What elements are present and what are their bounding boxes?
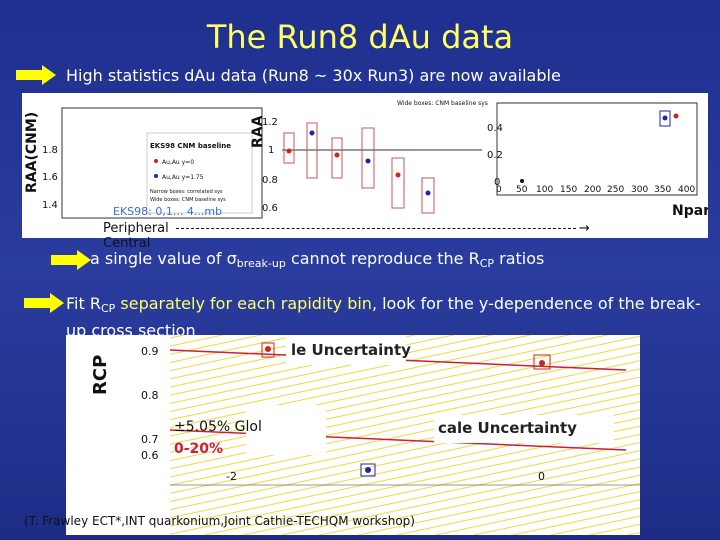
svg-text:Au,Au y=1.75: Au,Au y=1.75 <box>162 174 204 181</box>
credit-footnote: (T. Frawley ECT*,INT quarkonium,Joint Ca… <box>24 514 415 528</box>
svg-text:Wide boxes: CNM baseline sys: Wide boxes: CNM baseline sys <box>150 197 226 203</box>
svg-text:200: 200 <box>584 185 601 195</box>
svg-text:EKS98 CNM baseline: EKS98 CNM baseline <box>150 142 231 150</box>
svg-text:0.4: 0.4 <box>487 123 503 134</box>
svg-text:0: 0 <box>494 177 500 188</box>
svg-text:RAA: RAA <box>250 115 266 148</box>
svg-text:150: 150 <box>560 185 577 195</box>
arrow-bullet-icon <box>24 293 64 313</box>
svg-text:1: 1 <box>268 145 274 156</box>
svg-text:Npart: Npart <box>672 203 708 219</box>
dashed-arrow <box>175 228 576 229</box>
svg-text:±5.05% Glol: ±5.05% Glol <box>174 419 262 435</box>
svg-text:1.2: 1.2 <box>262 117 278 128</box>
svg-text:0: 0 <box>496 185 502 195</box>
svg-text:0.7: 0.7 <box>141 433 159 446</box>
svg-text:Wide boxes: CNM baseline sys: Wide boxes: CNM baseline sys <box>397 100 488 107</box>
svg-text:0.8: 0.8 <box>262 175 278 186</box>
svg-text:0.6: 0.6 <box>262 203 278 214</box>
slide-title: The Run8 dAu data <box>206 18 514 56</box>
svg-text:0.9: 0.9 <box>141 345 159 358</box>
svg-text:1.8: 1.8 <box>42 145 58 156</box>
svg-text:0.2: 0.2 <box>487 150 503 161</box>
svg-text:0.8: 0.8 <box>141 389 159 402</box>
svg-text:0.6: 0.6 <box>141 449 159 462</box>
svg-text:400: 400 <box>678 185 695 195</box>
svg-text:1.6: 1.6 <box>42 172 58 183</box>
left-ylabel: RAA(CNM) <box>24 112 40 193</box>
svg-text:350: 350 <box>654 185 671 195</box>
arrow-bullet-icon <box>16 65 56 85</box>
svg-text:-2: -2 <box>226 470 237 483</box>
svg-text:50: 50 <box>516 185 528 195</box>
eks98-label: EKS98: 0,1... 4...mb <box>113 205 223 218</box>
svg-text:300: 300 <box>631 185 648 195</box>
raa-figure-panel: RAA(CNM) 1.8 1.6 1.4 EKS98 CNM baseline … <box>22 93 708 238</box>
svg-text:0-20%: 0-20% <box>174 441 223 457</box>
peripheral-label: Peripheral <box>103 221 169 236</box>
bullet-single-value: a single value of σbreak-up cannot repro… <box>90 249 545 270</box>
bullet-fit-rcp: Fit RCP separately for each rapidity bin… <box>66 294 701 340</box>
svg-text:0: 0 <box>538 470 545 483</box>
svg-text:250: 250 <box>607 185 624 195</box>
arrow-bullet-icon <box>51 250 91 270</box>
rcp-figure-panel: RCP 0.9 0.8 0.7 0.6 le Uncertainty cale … <box>66 335 640 535</box>
svg-text:Narrow boxes: correlated sys: Narrow boxes: correlated sys <box>150 189 223 195</box>
svg-text:100: 100 <box>536 185 553 195</box>
centrality-axis: Peripheral → Central <box>103 221 590 251</box>
svg-text:RCP: RCP <box>90 355 111 395</box>
central-label: Central <box>103 236 151 251</box>
svg-text:Au,Au y=0: Au,Au y=0 <box>162 159 194 166</box>
svg-text:cale Uncertainty: cale Uncertainty <box>438 419 577 437</box>
svg-text:1.4: 1.4 <box>42 200 58 211</box>
bullet-run8-stats: High statistics dAu data (Run8 ~ 30x Run… <box>66 66 561 85</box>
svg-text:le Uncertainty: le Uncertainty <box>291 341 411 359</box>
